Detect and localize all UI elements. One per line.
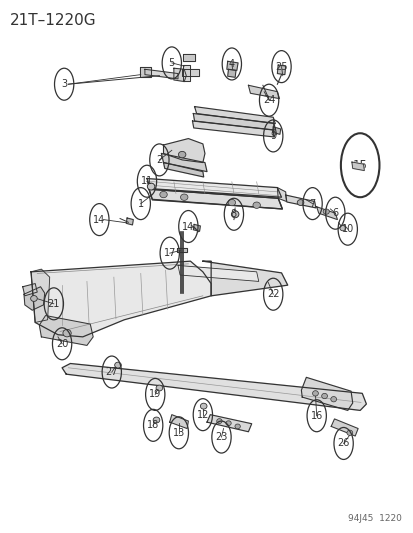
Ellipse shape: [321, 393, 327, 399]
Ellipse shape: [216, 419, 222, 423]
Text: 16: 16: [310, 411, 322, 421]
Ellipse shape: [252, 202, 260, 208]
Polygon shape: [31, 269, 50, 322]
Polygon shape: [24, 287, 45, 310]
Polygon shape: [31, 261, 211, 337]
Polygon shape: [147, 179, 278, 198]
Polygon shape: [277, 65, 285, 75]
Polygon shape: [149, 189, 282, 209]
Polygon shape: [182, 69, 198, 76]
Polygon shape: [285, 195, 315, 208]
Polygon shape: [227, 69, 235, 77]
Polygon shape: [145, 69, 178, 79]
Polygon shape: [206, 415, 251, 432]
Polygon shape: [248, 85, 279, 99]
Ellipse shape: [330, 397, 336, 402]
Polygon shape: [140, 67, 151, 77]
Ellipse shape: [322, 209, 329, 214]
Polygon shape: [301, 377, 352, 410]
Text: 6: 6: [332, 208, 337, 218]
Text: 22: 22: [266, 289, 279, 299]
Polygon shape: [277, 188, 286, 201]
Ellipse shape: [156, 385, 162, 391]
Text: 11: 11: [140, 176, 153, 186]
Text: 2: 2: [156, 155, 162, 165]
Polygon shape: [147, 179, 281, 197]
Ellipse shape: [340, 133, 379, 197]
Text: 94J45  1220: 94J45 1220: [347, 514, 401, 523]
Polygon shape: [202, 261, 287, 296]
Text: 1: 1: [138, 199, 143, 208]
Text: 21T–1220G: 21T–1220G: [10, 13, 97, 28]
Text: 25: 25: [275, 62, 287, 71]
Polygon shape: [226, 61, 237, 70]
Text: 12: 12: [196, 410, 209, 419]
Ellipse shape: [159, 191, 167, 198]
Ellipse shape: [228, 199, 235, 206]
Ellipse shape: [178, 151, 185, 158]
Ellipse shape: [297, 200, 303, 205]
Ellipse shape: [225, 421, 231, 425]
Ellipse shape: [346, 430, 352, 435]
Polygon shape: [178, 265, 258, 281]
Polygon shape: [161, 154, 206, 172]
Polygon shape: [351, 162, 363, 171]
Ellipse shape: [147, 183, 154, 190]
Polygon shape: [173, 68, 186, 82]
Text: 26: 26: [337, 439, 349, 448]
Text: 17: 17: [163, 248, 176, 258]
Polygon shape: [177, 248, 187, 252]
Ellipse shape: [63, 329, 71, 337]
Ellipse shape: [234, 424, 240, 429]
Ellipse shape: [231, 211, 238, 217]
Polygon shape: [169, 415, 188, 429]
Polygon shape: [39, 316, 93, 345]
Text: 7: 7: [309, 199, 315, 208]
Polygon shape: [272, 127, 280, 134]
Polygon shape: [192, 121, 274, 137]
Ellipse shape: [114, 362, 121, 368]
Polygon shape: [163, 139, 204, 163]
Polygon shape: [316, 207, 337, 220]
Polygon shape: [194, 107, 275, 124]
Text: 24: 24: [262, 95, 275, 105]
Polygon shape: [62, 364, 366, 410]
Text: 8: 8: [230, 209, 236, 219]
Text: 9: 9: [270, 131, 275, 141]
Polygon shape: [163, 163, 203, 177]
Ellipse shape: [312, 391, 318, 396]
Polygon shape: [183, 54, 194, 61]
Polygon shape: [149, 189, 282, 209]
Text: 14: 14: [182, 222, 194, 231]
Ellipse shape: [31, 295, 37, 302]
Ellipse shape: [200, 403, 206, 409]
Text: 18: 18: [147, 421, 159, 430]
Polygon shape: [193, 224, 200, 231]
Text: 27: 27: [105, 367, 118, 377]
Text: 23: 23: [215, 432, 227, 442]
Text: 3: 3: [61, 79, 67, 89]
Text: 10: 10: [341, 224, 353, 234]
Text: 21: 21: [47, 299, 60, 309]
Polygon shape: [183, 65, 189, 81]
Polygon shape: [193, 114, 275, 130]
Text: 20: 20: [56, 339, 68, 349]
Polygon shape: [23, 284, 37, 296]
Ellipse shape: [339, 225, 345, 231]
Text: 19: 19: [149, 390, 161, 399]
Text: 5: 5: [168, 58, 175, 68]
Polygon shape: [330, 419, 357, 436]
Text: 4: 4: [228, 59, 234, 69]
Text: 15: 15: [352, 159, 367, 172]
Ellipse shape: [153, 417, 159, 423]
Polygon shape: [126, 218, 133, 225]
Text: 14: 14: [93, 215, 105, 224]
Ellipse shape: [180, 194, 188, 200]
Text: 13: 13: [172, 428, 185, 438]
